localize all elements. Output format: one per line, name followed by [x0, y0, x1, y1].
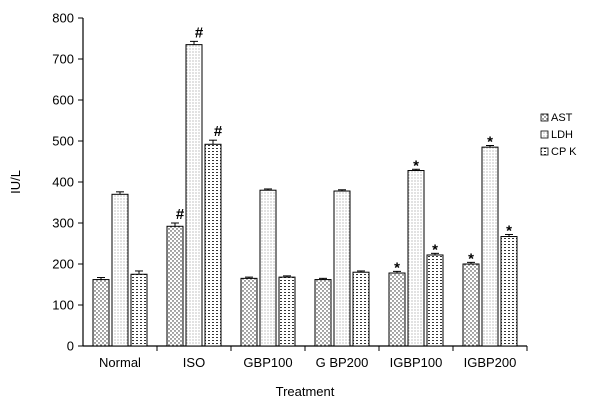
significance-marker: * [432, 241, 438, 258]
bar-cp-k [204, 143, 222, 347]
significance-marker: * [394, 259, 400, 276]
x-category-label: GBP100 [243, 355, 292, 370]
y-tick-label: 600 [52, 93, 74, 108]
legend-label: CP K [551, 146, 577, 158]
bar-cp-k [352, 271, 370, 347]
significance-marker: # [176, 206, 185, 223]
bar-cp-k [500, 236, 518, 347]
x-category-label: ISO [183, 355, 205, 370]
y-tick-label: 0 [67, 339, 74, 354]
bar-cp-k [426, 254, 444, 347]
bar-cp-k [130, 273, 148, 347]
bar-cp-k [278, 276, 296, 347]
significance-marker: # [214, 123, 223, 140]
x-axis-title: Treatment [276, 384, 335, 399]
x-category-label: Normal [99, 355, 141, 370]
y-tick-label: 500 [52, 134, 74, 149]
legend-swatch [540, 147, 549, 156]
bar-ast [240, 277, 258, 347]
significance-marker: * [413, 157, 419, 174]
bars-layer [92, 40, 518, 347]
y-tick-label: 700 [52, 52, 74, 67]
bar-ast [166, 225, 184, 347]
significance-marker: # [195, 24, 204, 41]
bar-ast [388, 272, 406, 347]
labels-layer: 0 100 200 300 400 500 600 700 800 Normal ISO # # # GBP… [8, 11, 516, 400]
significance-marker: * [487, 134, 493, 151]
bar-ast [314, 279, 332, 347]
x-category-label: G BP200 [316, 355, 369, 370]
bar-ldh [407, 170, 425, 347]
bar-ldh [333, 190, 351, 347]
bar-ldh [185, 44, 203, 347]
x-category-label: IGBP100 [390, 355, 443, 370]
bar-ldh [111, 193, 129, 347]
y-tick-label: 800 [52, 11, 74, 26]
y-tick-label: 300 [52, 216, 74, 231]
axes-layer [78, 17, 528, 351]
legend: AST LDH CP K [540, 112, 577, 158]
legend-label: LDH [551, 129, 573, 141]
legend-label: AST [551, 112, 573, 124]
x-category-label: IGBP200 [464, 355, 517, 370]
significance-marker: * [506, 222, 512, 239]
legend-swatch [540, 130, 549, 139]
y-tick-label: 200 [52, 257, 74, 272]
y-tick-label: 100 [52, 298, 74, 313]
bar-ldh [481, 146, 499, 347]
bar-ast [462, 263, 480, 347]
y-axis-title: IU/L [8, 170, 23, 194]
bar-ast [92, 279, 110, 347]
bar-ldh [259, 189, 277, 347]
y-tick-label: 400 [52, 175, 74, 190]
legend-swatch [540, 113, 549, 122]
significance-marker: * [468, 250, 474, 267]
